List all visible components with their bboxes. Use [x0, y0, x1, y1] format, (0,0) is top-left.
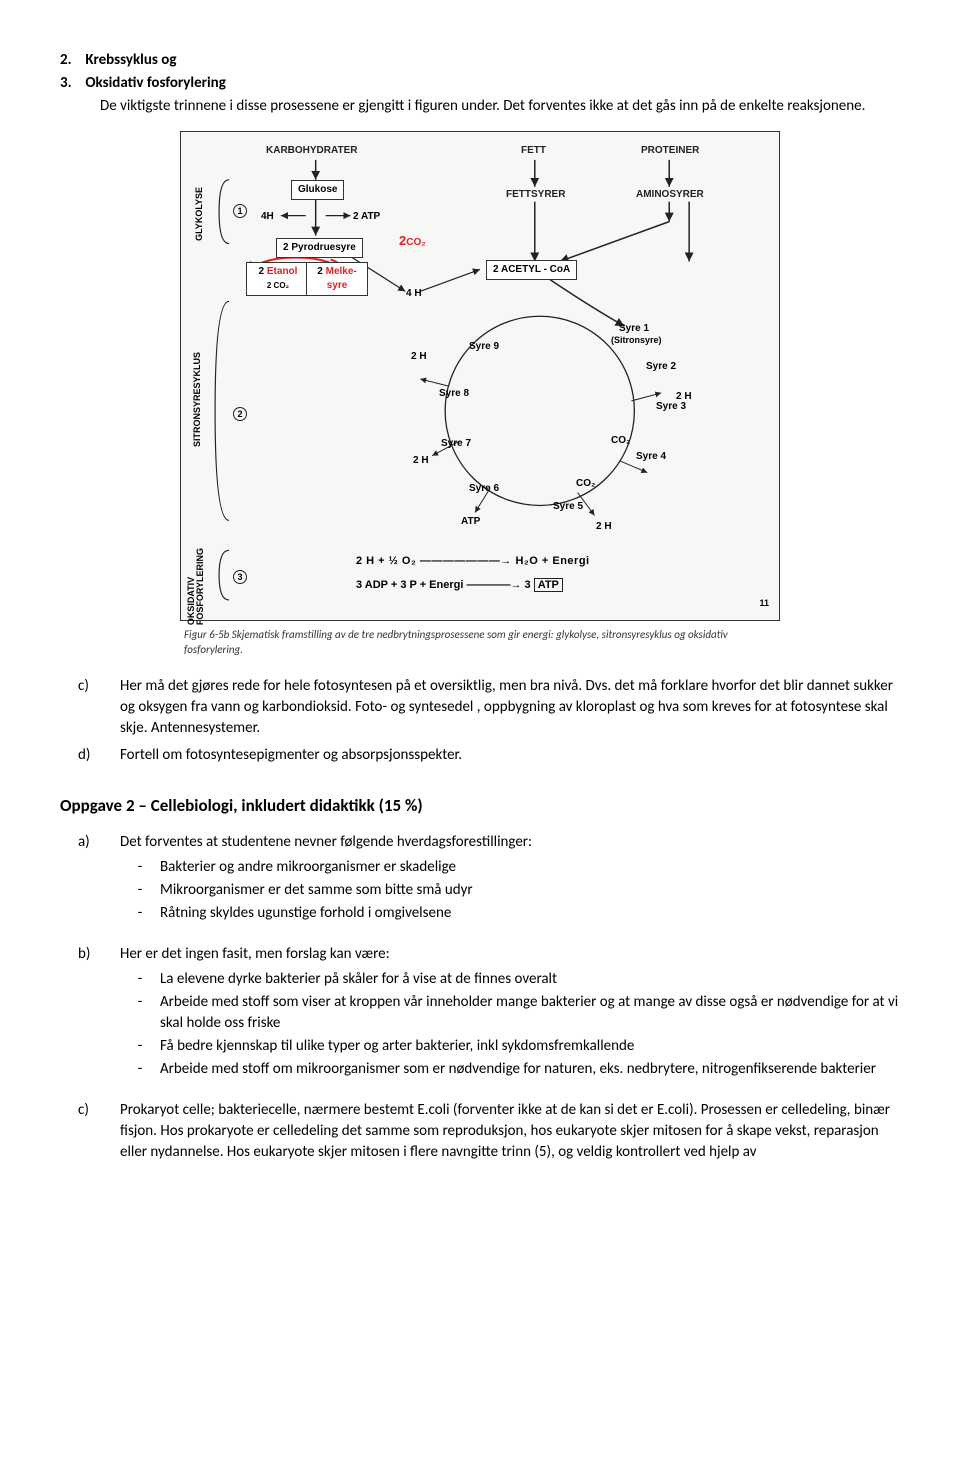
syre1-sub: (Sitronsyre): [611, 334, 662, 347]
box-acetyl: 2 ACETYL - CoA: [486, 260, 577, 280]
task2-list: a) Det forventes at studentene nevner fø…: [60, 832, 900, 926]
section-2-heading: 2. Krebssyklus og: [60, 50, 900, 71]
pagefrag: 11: [759, 597, 769, 610]
syre6: Syre 6: [469, 482, 499, 496]
content-d: Fortell om fotosyntesepigmenter og absor…: [120, 745, 900, 766]
letter-d: d): [60, 745, 120, 766]
box-etanol: 2 Etanol2 CO₂: [246, 262, 310, 296]
metabolic-diagram: KARBOHYDRATER FETT PROTEINER FETTSYRER A…: [180, 131, 780, 621]
figure-caption: Figur 6-5b Skjematisk framstilling av de…: [184, 627, 784, 658]
co2-1: CO₂: [576, 477, 595, 491]
letter-b2: b): [60, 944, 120, 1082]
a-item-1: Mikroorganismer er det samme som bitte s…: [160, 880, 900, 901]
section-2-title: Krebssyklus og: [85, 51, 176, 69]
syre8: Syre 8: [439, 387, 469, 401]
a-item-0: Bakterier og andre mikroorganismer er sk…: [160, 857, 900, 878]
circ-3: 3: [233, 570, 247, 584]
red-2co2: 2CO₂: [399, 232, 426, 250]
section-3-intro: De viktigste trinnene i disse prosessene…: [100, 96, 900, 117]
task2-b-lead: Her er det ingen fasit, men forslag kan …: [120, 945, 390, 963]
section-3-heading: 3. Oksidativ fosforylering: [60, 73, 900, 94]
letter-c2: c): [60, 1100, 120, 1163]
twoH-1: 2 H: [411, 350, 427, 364]
syre7: Syre 7: [441, 437, 471, 451]
task2-a-sublist: -Bakterier og andre mikroorganismer er s…: [120, 857, 900, 924]
hdr-prot: PROTEINER: [641, 144, 699, 158]
task2-c: c) Prokaryot celle; bakteriecelle, nærme…: [60, 1100, 900, 1163]
section-2-number: 2.: [60, 50, 82, 71]
b-item-0: La elevene dyrke bakterier på skåler for…: [160, 969, 900, 990]
document-body: 2. Krebssyklus og 3. Oksidativ fosforyle…: [60, 50, 900, 1163]
hdr-karbo: KARBOHYDRATER: [266, 144, 357, 158]
task2-c-list: c) Prokaryot celle; bakteriecelle, nærme…: [60, 1100, 900, 1163]
task2-a-content: Det forventes at studentene nevner følge…: [120, 832, 900, 926]
lbl-4h: 4H: [261, 210, 274, 224]
syre5: Syre 5: [553, 500, 583, 514]
task2-title: Oppgave 2 – Cellebiologi, inkludert dida…: [60, 794, 900, 818]
box-pyro: 2 Pyrodruesyre: [276, 238, 363, 258]
circ-2: 2: [233, 407, 247, 421]
eq2: 3 ADP + 3 P + Energi ————→ 3 ATP: [356, 578, 563, 593]
co2-2: CO₂: [611, 434, 630, 448]
sub-fett: FETTSYRER: [506, 188, 565, 202]
task2-b: b) Her er det ingen fasit, men forslag k…: [60, 944, 900, 1082]
sub-prot: AMINOSYRER: [636, 188, 704, 202]
item-d: d) Fortell om fotosyntesepigmenter og ab…: [60, 745, 900, 766]
b-item-3: Arbeide med stoff om mikroorganismer som…: [160, 1059, 900, 1080]
circ-1: 1: [233, 204, 247, 218]
a-item-2: Råtning skyldes ugunstige forhold i omgi…: [160, 903, 900, 924]
letter-c: c): [60, 676, 120, 739]
atp-out: ATP: [461, 515, 480, 529]
task2-b-sublist: -La elevene dyrke bakterier på skåler fo…: [120, 969, 900, 1080]
syre2: Syre 2: [646, 360, 676, 374]
vlabel-sitron: SITRONSYRESYKLUS: [191, 352, 204, 447]
task2-b-content: Her er det ingen fasit, men forslag kan …: [120, 944, 900, 1082]
item-c: c) Her må det gjøres rede for hele fotos…: [60, 676, 900, 739]
hdr-fett: FETT: [521, 144, 546, 158]
eq1: 2 H + ½ O₂ ———————→ H₂O + Energi: [356, 554, 590, 569]
box-melke: 2 Melke-syre: [306, 262, 368, 296]
b-item-2: Få bedre kjennskap til ulike typer og ar…: [160, 1036, 900, 1057]
twoH-2: 2 H: [413, 454, 429, 468]
vlabel-glykolyse: GLYKOLYSE: [193, 187, 206, 241]
letter-a2: a): [60, 832, 120, 926]
figure-container: KARBOHYDRATER FETT PROTEINER FETTSYRER A…: [180, 131, 900, 658]
task2-b-list: b) Her er det ingen fasit, men forslag k…: [60, 944, 900, 1082]
syre4: Syre 4: [636, 450, 666, 464]
vlabel-oksidativ: OKSIDATIVFOSFORYLERING: [187, 548, 205, 625]
task2-a-lead: Det forventes at studentene nevner følge…: [120, 833, 532, 851]
syre9: Syre 9: [469, 340, 499, 354]
questions-cd: c) Her må det gjøres rede for hele fotos…: [60, 676, 900, 766]
twoH-4: 2 H: [676, 390, 692, 404]
twoH-3: 2 H: [596, 520, 612, 534]
task2-c-content: Prokaryot celle; bakteriecelle, nærmere …: [120, 1100, 900, 1163]
content-c: Her må det gjøres rede for hele fotosynt…: [120, 676, 900, 739]
section-3-number: 3.: [60, 73, 82, 94]
section-3-title: Oksidativ fosforylering: [85, 74, 225, 92]
diagram-svg: [181, 132, 779, 620]
box-glukose: Glukose: [291, 180, 344, 200]
lbl-4h-2: 4 H: [406, 287, 422, 301]
task2-a: a) Det forventes at studentene nevner fø…: [60, 832, 900, 926]
b-item-1: Arbeide med stoff som viser at kroppen v…: [160, 992, 900, 1034]
lbl-2atp: 2 ATP: [353, 210, 380, 224]
